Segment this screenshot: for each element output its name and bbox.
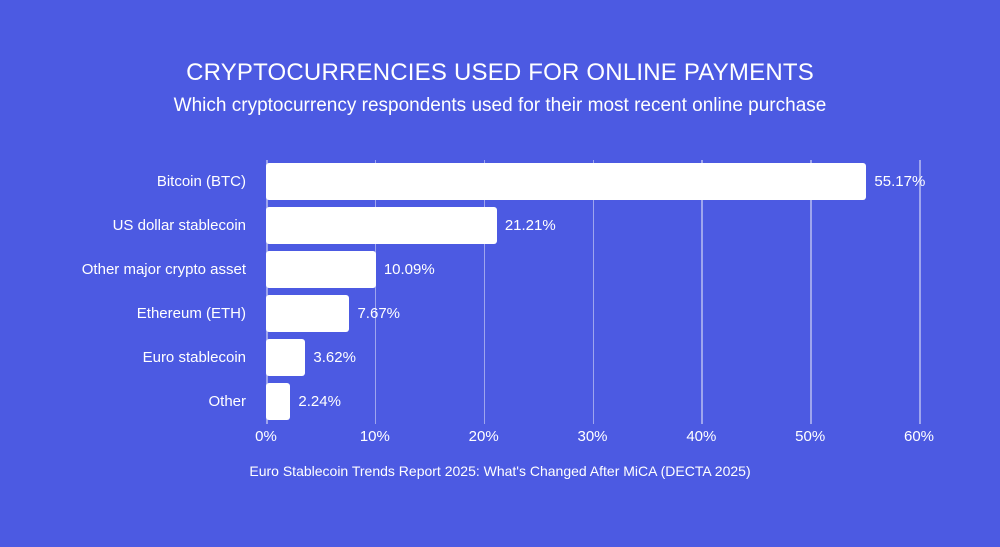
chart-title: CRYPTOCURRENCIES USED FOR ONLINE PAYMENT… (186, 59, 814, 86)
bar-series: 55.17% 21.21% 10.09% 7.67% 3.62% 2.24% (266, 160, 925, 424)
y-axis-label: Other (208, 393, 246, 410)
bar-value-label: 21.21% (504, 217, 556, 234)
y-axis-label: Ethereum (ETH) (136, 305, 246, 322)
bar-value-label: 7.67% (357, 305, 401, 322)
y-axis-label: US dollar stablecoin (112, 217, 246, 234)
x-tick-label: 60% (903, 428, 935, 445)
y-axis-category-labels: Bitcoin (BTC) US dollar stablecoin Other m… (0, 160, 256, 424)
bar[interactable] (266, 339, 306, 376)
bar-row: 21.21% (266, 207, 919, 244)
x-axis-tick-labels: 0% 10% 20% 30% 40% 50% 60% (255, 428, 934, 452)
source-caption: Euro Stablecoin Trends Report 2025: What… (249, 463, 751, 479)
bar-row: 10.09% (266, 251, 919, 288)
bar-value-label: 2.24% (298, 393, 341, 410)
bar-row: 2.24% (266, 383, 919, 420)
y-axis-label: Other major crypto asset (81, 261, 246, 278)
bar-value-label: 55.17% (874, 173, 926, 190)
bar[interactable] (266, 251, 376, 288)
chart-subtitle: Which cryptocurrency respondents used fo… (173, 95, 827, 116)
bar[interactable] (266, 163, 867, 200)
bar[interactable] (266, 383, 291, 420)
x-tick-label: 50% (795, 428, 826, 445)
bar[interactable] (266, 207, 497, 244)
chart-header: CRYPTOCURRENCIES USED FOR ONLINE PAYMENT… (0, 58, 1000, 119)
bar-value-label: 10.09% (383, 261, 435, 278)
x-tick-label: 10% (359, 428, 390, 445)
bar-row: 7.67% (266, 295, 919, 332)
bar-value-label: 3.62% (313, 349, 356, 366)
bar-row: 55.17% (266, 163, 925, 200)
y-axis-label: Euro stablecoin (142, 349, 246, 366)
x-tick-label: 30% (577, 428, 608, 445)
plot-area: 55.17% 21.21% 10.09% 7.67% 3.62% 2.24% (266, 160, 925, 424)
y-axis-label: Bitcoin (BTC) (156, 173, 246, 190)
bar-row: 3.62% (266, 339, 919, 376)
x-tick-label: 20% (468, 428, 499, 445)
x-tick-label: 0% (255, 428, 277, 445)
bar[interactable] (266, 295, 350, 332)
x-tick-label: 40% (686, 428, 717, 445)
